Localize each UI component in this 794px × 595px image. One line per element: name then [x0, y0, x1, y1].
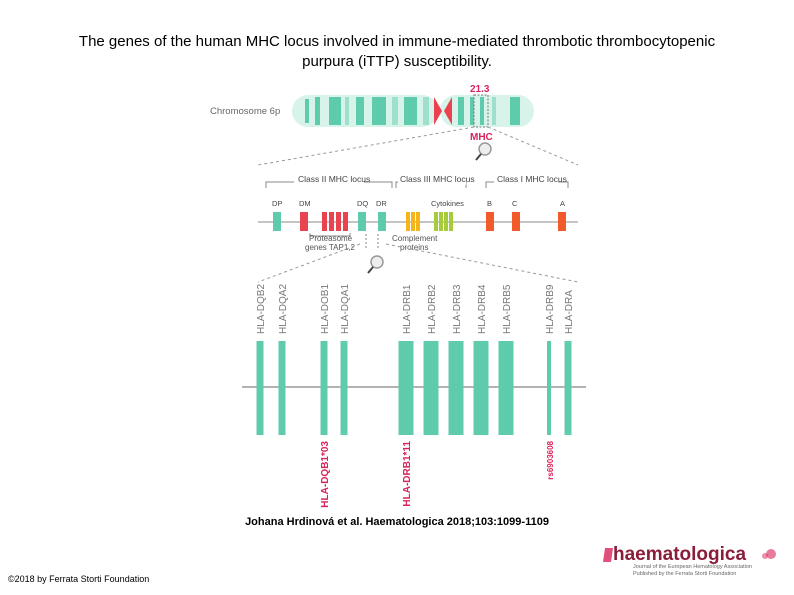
complement-label-2: proteins	[400, 243, 428, 252]
chromosome-label: Chromosome 6p	[210, 106, 280, 117]
gene-label-dq: DQ	[357, 199, 368, 208]
citation: Johana Hrdinová et al. Haematologica 201…	[245, 516, 549, 528]
gene-label-dr: DR	[376, 199, 387, 208]
class-ii-label: Class II MHC locus	[298, 174, 370, 184]
gene-label: HLA-DRB5	[502, 284, 513, 334]
gene-labels: HLA-DQB2 HLA-DQA2 HLA-DOB1 HLA-DQA1 HLA-DRB1…	[256, 284, 575, 334]
title-line-1: The genes of the human MHC locus involve…	[78, 33, 716, 50]
magnifier-icon-2	[367, 255, 384, 274]
gene-bar	[423, 341, 439, 435]
gene-label-a: A	[560, 199, 565, 208]
logo-tagline-1: Journal of the European Hematology Assoc…	[633, 564, 752, 570]
gene-label: HLA-DRB4	[477, 284, 488, 334]
gene-bar	[278, 341, 286, 435]
copyright: ©2018 by Ferrata Storti Foundation	[8, 574, 150, 584]
locus-markers	[273, 212, 566, 231]
title-line-2: purpura (iTTP) susceptibility.	[302, 53, 492, 70]
cytokines-label: Cytokines	[431, 199, 464, 208]
gene-label: HLA-DRA	[564, 290, 575, 334]
gene-label: HLA-DRB9	[545, 284, 556, 334]
gene-label-b: B	[487, 199, 492, 208]
slide-title: The genes of the human MHC locus involve…	[20, 32, 774, 72]
gene-label: HLA-DQA2	[278, 284, 289, 334]
mhc-label: MHC	[470, 132, 493, 143]
gene-bar	[564, 341, 572, 435]
gene-bar	[498, 341, 514, 435]
gene-label-c: C	[512, 199, 518, 208]
gene-bars	[256, 341, 572, 435]
gene-bar	[340, 341, 348, 435]
proteasome-label-1: Proteasome	[309, 234, 353, 243]
gene-label-dp: DP	[272, 199, 282, 208]
risk-allele-label: rs6903608	[546, 440, 555, 479]
gene-label: HLA-DRB3	[452, 284, 463, 334]
gene-bar	[448, 341, 464, 435]
gene-label-dm: DM	[299, 199, 311, 208]
gene-label: HLA-DRB1	[402, 284, 413, 334]
gene-label: HLA-DQB2	[256, 284, 267, 334]
risk-allele-label: HLA-DQB1*03	[320, 441, 331, 508]
proteasome-label-2: genes TAP1,2	[305, 243, 356, 252]
magnifier-icon	[475, 142, 492, 161]
gene-bar	[256, 341, 264, 435]
logo-tagline-2: Published by the Ferrata Storti Foundati…	[633, 571, 736, 577]
complement-label-1: Complement	[392, 234, 438, 243]
haematologica-logo: haematologica Journal of the European He…	[603, 544, 776, 577]
gene-bar	[473, 341, 489, 435]
gene-label: HLA-DRB2	[427, 284, 438, 334]
logo-wordmark: haematologica	[613, 544, 746, 565]
gene-bar	[547, 341, 551, 435]
gene-label: HLA-DOB1	[320, 284, 331, 334]
gene-label: HLA-DQA1	[340, 284, 351, 334]
chromosome-6p	[292, 94, 534, 128]
class-i-label: Class I MHC locus	[497, 174, 567, 184]
risk-allele-labels: HLA-DQB1*03 HLA-DRB1*11 rs6903608	[320, 440, 555, 507]
class-iii-label: Class III MHC locus	[400, 174, 475, 184]
band-label: 21.3	[470, 84, 490, 95]
gene-bar	[398, 341, 414, 435]
gene-bar	[320, 341, 328, 435]
risk-allele-label: HLA-DRB1*11	[402, 441, 413, 507]
